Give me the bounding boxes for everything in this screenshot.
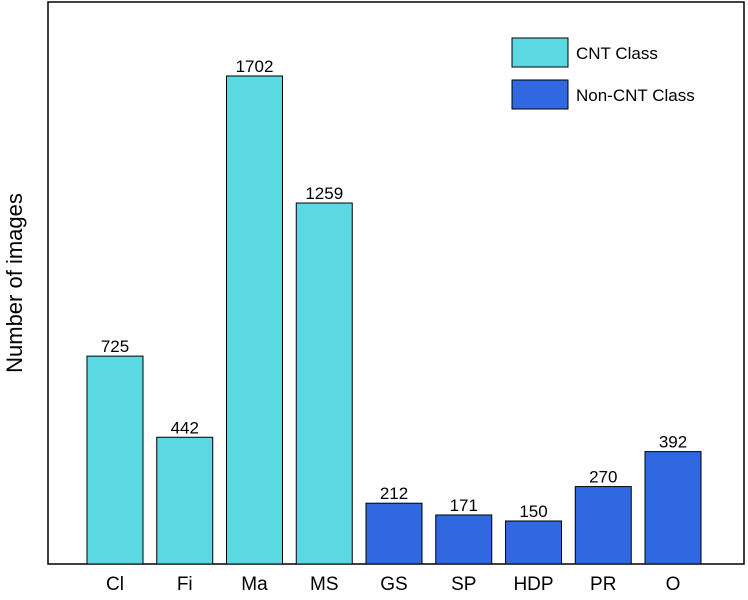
bar-gs: [365, 502, 423, 565]
data-labels-group: 725 442 1702 1259 212 171 150 270 392: [101, 57, 687, 521]
x-tick-label-pr: PR: [590, 574, 616, 595]
x-tick-label-ms: MS: [310, 574, 339, 595]
bar-o: [644, 451, 702, 565]
x-tick-label-cl: Cl: [106, 574, 124, 595]
legend: CNT Class Non-CNT Class: [511, 37, 695, 110]
legend-label-cnt-class: CNT Class: [576, 44, 658, 63]
data-label-cl: 725: [101, 337, 129, 356]
legend-swatch-non-cnt-class: [511, 79, 569, 110]
x-tick-label-ma: Ma: [241, 574, 268, 595]
x-tick-label-o: O: [666, 574, 681, 595]
legend-label-non-cnt-class: Non-CNT Class: [576, 86, 695, 105]
bar-ms: [295, 202, 353, 565]
x-tick-label-hdp: HDP: [513, 574, 553, 595]
x-tick-labels-group: Cl Fi Ma MS GS SP HDP PR O: [106, 574, 680, 595]
bar-ma: [226, 75, 283, 565]
y-axis-title: Number of images: [2, 193, 27, 373]
legend-swatch-cnt-class: [511, 37, 569, 68]
bars-group: [86, 75, 702, 565]
bar-hdp: [505, 520, 562, 565]
x-tick-label-sp: SP: [451, 574, 476, 595]
bar-pr: [574, 486, 632, 565]
x-tick-label-gs: GS: [380, 574, 407, 595]
bar-fi: [156, 436, 214, 565]
data-label-hdp: 150: [519, 502, 547, 521]
data-label-fi: 442: [171, 418, 199, 437]
data-label-gs: 212: [380, 484, 408, 503]
bar-cl: [86, 355, 144, 565]
data-label-o: 392: [659, 433, 687, 452]
data-label-ma: 1702: [236, 57, 274, 76]
bar-sp: [435, 514, 493, 565]
data-label-ms: 1259: [305, 184, 343, 203]
data-label-sp: 171: [450, 496, 478, 515]
data-label-pr: 270: [589, 468, 617, 487]
x-tick-label-fi: Fi: [177, 574, 193, 595]
